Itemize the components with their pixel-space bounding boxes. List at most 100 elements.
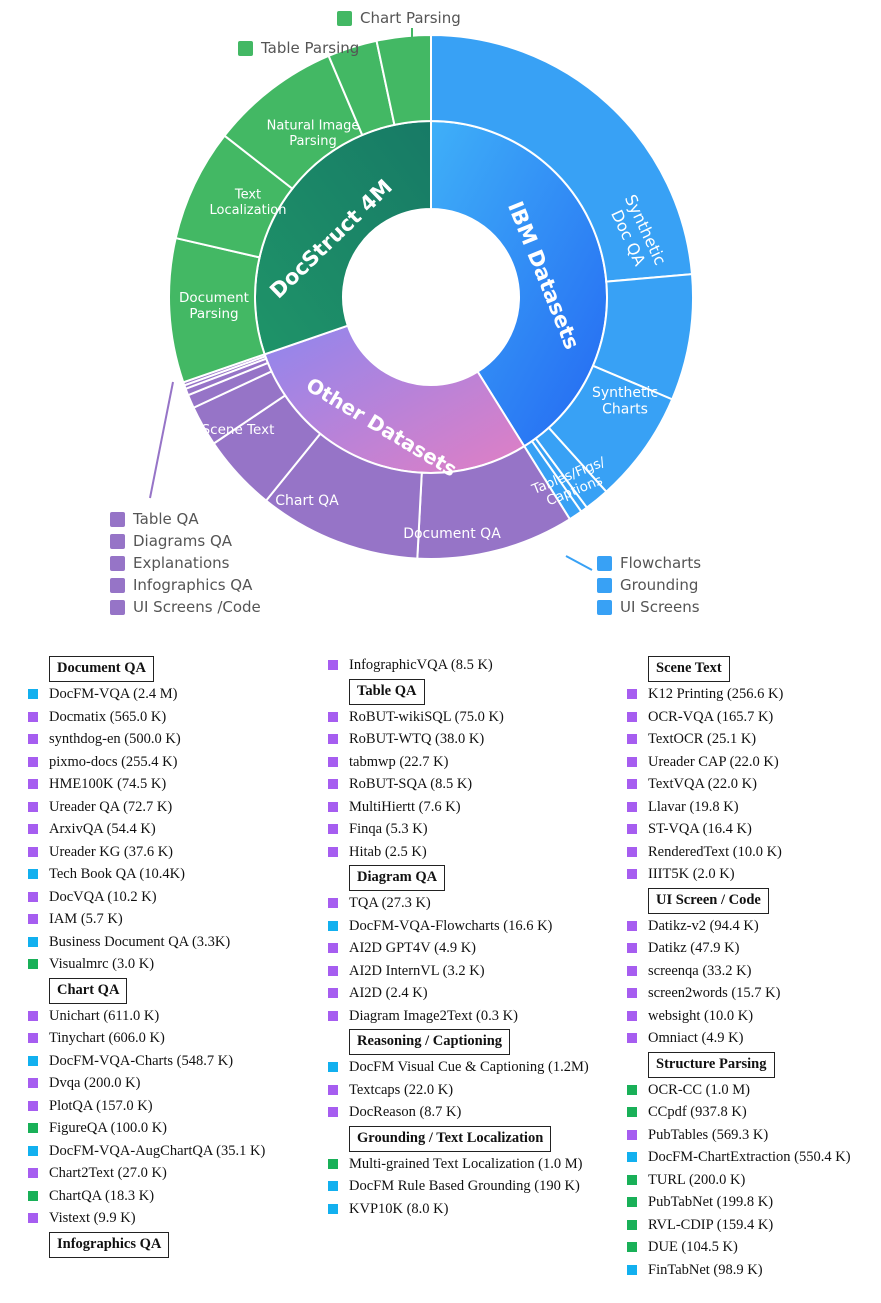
dataset-item: ST-VQA (16.4 K)	[626, 820, 878, 838]
dataset-column-2: InfographicVQA (8.5 K) Table QA RoBUT-wiki…	[327, 656, 597, 1222]
legend-right-ui-screens: UI Screens	[620, 598, 700, 616]
dataset-item: DocFM-VQA (2.4 M)	[27, 685, 297, 703]
dataset-item: Unichart (611.0 K)	[27, 1007, 297, 1025]
dataset-item: pixmo-docs (255.4 K)	[27, 753, 297, 771]
dataset-label: CCpdf (937.8 K)	[648, 1104, 747, 1120]
dataset-color-swatch	[627, 1033, 637, 1043]
dataset-label: Business Document QA (3.3K)	[49, 933, 231, 950]
dataset-color-swatch	[328, 1203, 338, 1214]
dataset-item: PubTabNet (199.8 K)	[626, 1193, 878, 1211]
dataset-item: DocFM-VQA-AugChartQA (35.1 K)	[27, 1142, 297, 1160]
dataset-item: Vistext (9.9 K)	[27, 1209, 297, 1227]
dataset-label: Ureader CAP (22.0 K)	[648, 753, 779, 770]
dataset-label: IAM (5.7 K)	[49, 911, 123, 927]
dataset-label: AI2D GPT4V (4.9 K)	[349, 940, 477, 956]
dataset-color-swatch	[28, 1168, 38, 1178]
dataset-label: Tinychart (606.0 K)	[49, 1030, 165, 1046]
outer-segment-chart-parsing	[375, 33, 432, 127]
dataset-color-swatch	[28, 1100, 38, 1111]
dataset-item: DUE (104.5 K)	[626, 1238, 878, 1256]
dataset-label: MultiHiertt (7.6 K)	[349, 798, 461, 815]
dataset-color-swatch	[28, 824, 38, 834]
segment-label-scene-text: Scene Text	[202, 422, 275, 438]
dataset-item: RoBUT-WTQ (38.0 K)	[327, 730, 597, 748]
dataset-color-swatch	[28, 1190, 38, 1201]
dataset-color-swatch	[627, 756, 637, 767]
dataset-item: FinTabNet (98.9 K)	[626, 1261, 878, 1279]
dataset-item: Textcaps (22.0 K)	[327, 1081, 597, 1099]
dataset-item: KVP10K (8.0 K)	[327, 1200, 597, 1218]
dataset-label: Tech Book QA (10.4K)	[49, 866, 185, 882]
dataset-item: Docmatix (565.0 K)	[27, 708, 297, 726]
dataset-label: RoBUT-WTQ (38.0 K)	[349, 731, 485, 747]
dataset-item: Ureader QA (72.7 K)	[27, 798, 297, 816]
dataset-color-swatch	[627, 1219, 637, 1230]
dataset-item: FigureQA (100.0 K)	[27, 1119, 297, 1137]
legend-diagrams-qa-swatch	[110, 534, 125, 549]
dataset-color-swatch	[28, 1055, 38, 1066]
dataset-item: TQA (27.3 K)	[327, 894, 597, 912]
dataset-item: DocFM-VQA-Flowcharts (16.6 K)	[327, 917, 597, 935]
dataset-color-swatch	[627, 1242, 637, 1252]
dataset-item: screenqa (33.2 K)	[626, 962, 878, 980]
legend-chart-parsing-swatch	[337, 11, 352, 26]
dataset-label: DocFM-ChartExtraction (550.4 K)	[648, 1149, 851, 1165]
dataset-item: Llavar (19.8 K)	[626, 798, 878, 816]
dataset-color-swatch	[627, 734, 637, 744]
dataset-color-swatch	[627, 801, 637, 812]
dataset-item: RoBUT-wikiSQL (75.0 K)	[327, 708, 597, 726]
dataset-item: Tech Book QA (10.4K)	[27, 865, 297, 883]
section-title-scene-text: Scene Text	[648, 656, 730, 682]
dataset-color-swatch	[28, 756, 38, 767]
legend-explanations: Explanations	[133, 554, 230, 572]
legend-right-grounding-swatch	[597, 578, 612, 593]
dataset-item: Multi-grained Text Localization (1.0 M)	[327, 1155, 597, 1173]
dataset-item: Business Document QA (3.3K)	[27, 933, 297, 951]
dataset-color-swatch	[28, 869, 38, 879]
dataset-item: Ureader CAP (22.0 K)	[626, 753, 878, 771]
section-title-infographics-qa: Infographics QA	[49, 1231, 170, 1258]
dataset-item: websight (10.0 K)	[626, 1007, 878, 1025]
dataset-item: IIIT5K (2.0 K)	[626, 865, 878, 883]
dataset-item: Datikz (47.9 K)	[626, 939, 878, 957]
dataset-item: CCpdf (937.8 K)	[626, 1103, 878, 1121]
dataset-item: AI2D GPT4V (4.9 K)	[327, 939, 597, 957]
dataset-item: RVL-CDIP (159.4 K)	[626, 1216, 878, 1234]
segment-label-chart-qa: Chart QA	[275, 493, 339, 509]
dataset-item: Finqa (5.3 K)	[327, 820, 597, 838]
section-title-ui-screen-code: UI Screen / Code	[648, 887, 769, 914]
dataset-label: pixmo-docs (255.4 K)	[49, 753, 178, 770]
dataset-label: Unichart (611.0 K)	[49, 1007, 160, 1024]
dataset-color-swatch	[28, 1010, 38, 1021]
dataset-color-swatch	[627, 779, 637, 789]
dataset-label: InfographicVQA (8.5 K)	[349, 657, 493, 673]
legend-infographics-qa-swatch	[110, 578, 125, 593]
legend-table-parsing-swatch	[238, 41, 253, 56]
dataset-color-swatch	[328, 660, 338, 670]
dataset-color-swatch	[28, 734, 38, 744]
dataset-color-swatch	[28, 689, 38, 699]
dataset-color-swatch	[328, 965, 338, 976]
dataset-label: synthdog-en (500.0 K)	[49, 731, 181, 747]
dataset-item: Diagram Image2Text (0.3 K)	[327, 1007, 597, 1025]
dataset-item: PubTables (569.3 K)	[626, 1126, 878, 1144]
dataset-item: AI2D (2.4 K)	[327, 984, 597, 1002]
legend-right-ui-screens-swatch	[597, 600, 612, 615]
dataset-label: Ureader QA (72.7 K)	[49, 798, 173, 815]
dataset-label: DocFM-VQA-Charts (548.7 K)	[49, 1052, 234, 1069]
section-title-document-qa: Document QA	[49, 656, 155, 682]
dataset-label: Multi-grained Text Localization (1.0 M)	[349, 1155, 583, 1172]
dataset-color-swatch	[328, 779, 338, 789]
dataset-color-swatch	[28, 914, 38, 924]
dataset-color-swatch	[627, 1174, 637, 1185]
legend-table-qa: Table QA	[132, 510, 199, 528]
dataset-item: Visualmrc (3.0 K)	[27, 955, 297, 973]
dataset-item: Tinychart (606.0 K)	[27, 1029, 297, 1047]
dataset-label: RoBUT-SQA (8.5 K)	[349, 776, 473, 792]
legend-right-grounding: Grounding	[620, 576, 698, 594]
dataset-label: DocFM Visual Cue & Captioning (1.2M)	[349, 1059, 589, 1075]
dataset-color-swatch	[627, 1264, 637, 1275]
dataset-color-swatch	[627, 1010, 637, 1021]
dataset-color-swatch	[28, 959, 38, 969]
